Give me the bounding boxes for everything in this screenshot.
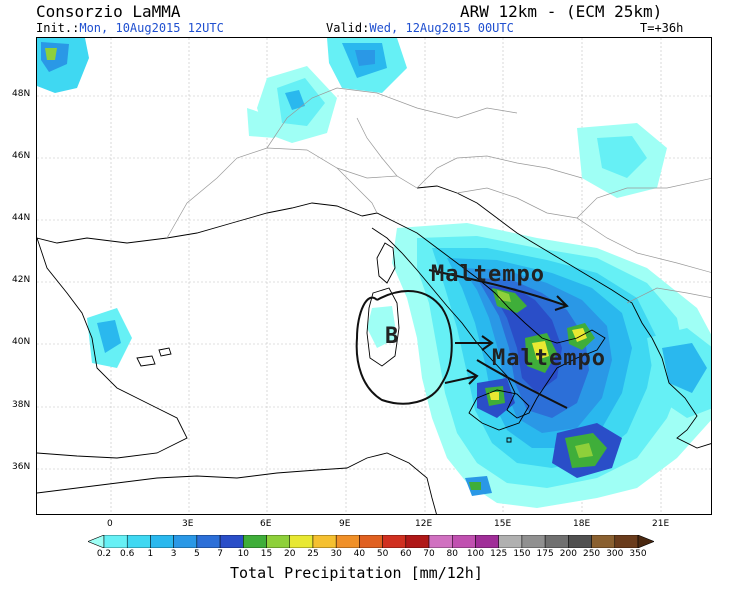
colorbar-label: 200 <box>559 549 577 559</box>
init-label: Init.: <box>36 21 80 35</box>
colorbar-swatch <box>544 535 569 548</box>
valid-time: Valid:Wed, 12Aug2015 00UTC <box>326 21 514 35</box>
colorbar-label: 250 <box>582 549 601 559</box>
coastlines <box>37 185 711 514</box>
forecast-step: T=+36h <box>640 21 684 35</box>
colorbar-swatch <box>126 535 151 548</box>
colorbar-swatch <box>219 535 244 548</box>
colorbar-swatch <box>452 535 476 548</box>
lon-label-3e: 3E <box>182 519 194 529</box>
colorbar-swatch <box>173 535 198 548</box>
colorbar-label: 0.6 <box>120 549 135 559</box>
lat-label-48n: 48N <box>12 89 31 99</box>
colorbar-label: 40 <box>353 549 366 559</box>
colorbar-swatch <box>312 535 337 548</box>
chart-title-left: Consorzio LaMMA <box>36 2 181 21</box>
lat-label-36n: 36N <box>12 462 31 472</box>
colorbar-swatch <box>196 535 221 548</box>
precip-shading <box>37 38 711 508</box>
colorbar-label: 125 <box>490 549 508 559</box>
lon-label-15e: 15E <box>494 519 512 529</box>
arrow-south <box>444 375 478 384</box>
colorbar-max-arrow <box>637 535 654 548</box>
colorbar-label: 20 <box>284 549 296 559</box>
colorbar-swatch <box>382 535 407 548</box>
colorbar-label: 7 <box>217 549 223 559</box>
lon-label-0: 0 <box>107 519 113 529</box>
borders <box>166 87 711 304</box>
colorbar-swatch <box>103 535 128 548</box>
colorbar-swatch <box>498 535 523 548</box>
precipitation-map: B Maltempo Maltempo <box>36 37 712 515</box>
lat-label-42n: 42N <box>12 275 31 285</box>
colorbar-label: 175 <box>536 549 554 559</box>
valid-label: Valid: <box>326 21 370 35</box>
low-pressure-circle <box>355 289 453 405</box>
precipitation-colorbar <box>88 535 654 548</box>
colorbar-swatch <box>243 535 267 548</box>
colorbar-label: 70 <box>423 549 435 559</box>
colorbar-swatch <box>150 535 174 548</box>
colorbar-label: 80 <box>446 549 458 559</box>
map-canvas <box>37 38 711 514</box>
colorbar-swatch <box>428 535 453 548</box>
lat-label-46n: 46N <box>12 151 31 161</box>
colorbar-label: 1 <box>147 549 154 559</box>
colorbar-label: 15 <box>260 549 273 559</box>
lat-label-44n: 44N <box>12 213 31 223</box>
lat-label-38n: 38N <box>12 400 31 410</box>
lon-label-9e: 9E <box>339 519 351 529</box>
colorbar-label: 60 <box>400 549 412 559</box>
colorbar-min-arrow <box>88 535 105 548</box>
colorbar-swatch <box>568 535 592 548</box>
valid-value: Wed, 12Aug2015 00UTC <box>369 21 514 35</box>
colorbar-swatch <box>521 535 546 548</box>
init-time: Init.:Mon, 10Aug2015 12UTC <box>36 21 224 35</box>
colorbar-swatch <box>475 535 499 548</box>
bad-weather-label-south: Maltempo <box>492 346 606 371</box>
colorbar-title: Total Precipitation [mm/12h] <box>230 564 483 582</box>
colorbar-label: 300 <box>606 549 624 559</box>
colorbar-label: 30 <box>330 549 342 559</box>
colorbar-label: 3 <box>170 549 177 559</box>
colorbar-swatch <box>405 535 430 548</box>
lon-label-18e: 18E <box>573 519 591 529</box>
lon-label-21e: 21E <box>652 519 670 529</box>
colorbar-label: 100 <box>466 549 485 559</box>
model-title: ARW 12km - (ECM 25km) <box>460 2 663 21</box>
colorbar-label: 5 <box>193 549 200 559</box>
bad-weather-label-north: Maltempo <box>431 262 545 287</box>
lat-label-40n: 40N <box>12 337 31 347</box>
colorbar-label: 50 <box>376 549 389 559</box>
colorbar-label: 150 <box>513 549 531 559</box>
colorbar-swatch <box>614 535 639 548</box>
colorbar-label: 0.2 <box>96 549 112 559</box>
arrow-north <box>428 269 568 307</box>
lon-label-6e: 6E <box>260 519 272 529</box>
hand-annotations <box>355 269 569 409</box>
colorbar-swatch <box>335 535 360 548</box>
low-pressure-label: B <box>385 324 400 349</box>
colorbar-label: 350 <box>629 549 647 559</box>
colorbar-label: 10 <box>237 549 250 559</box>
colorbar-swatch <box>266 535 290 548</box>
colorbar-swatch <box>359 535 383 548</box>
init-value: Mon, 10Aug2015 12UTC <box>79 21 224 35</box>
lon-label-12e: 12E <box>415 519 433 529</box>
colorbar-label: 25 <box>307 549 319 559</box>
colorbar-swatch <box>591 535 616 548</box>
arrow-southeast <box>476 359 568 409</box>
colorbar-swatch <box>289 535 314 548</box>
